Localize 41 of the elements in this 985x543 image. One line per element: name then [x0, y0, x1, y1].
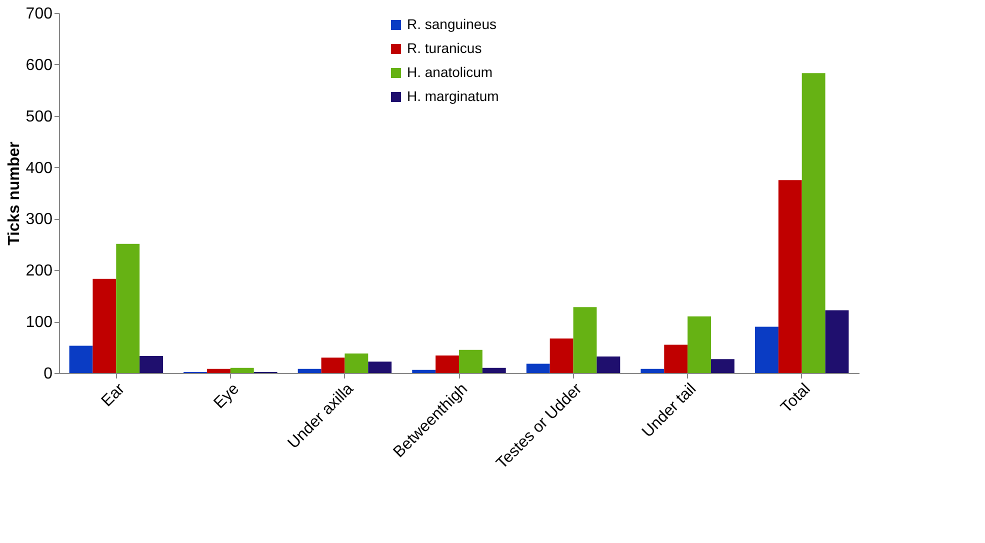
bar	[825, 310, 849, 373]
x-tick-label: Eye	[210, 380, 243, 412]
y-tick-label: 0	[44, 366, 53, 382]
bar	[755, 326, 778, 373]
bar	[412, 370, 436, 373]
bar	[92, 278, 116, 373]
y-tick-label: 600	[26, 56, 53, 74]
bar	[596, 356, 620, 373]
legend-label: R. sanguineus	[407, 16, 497, 32]
x-tick-label: Ear	[98, 380, 129, 410]
bar	[436, 356, 459, 373]
y-tick-label: 100	[26, 314, 53, 332]
y-tick-label: 400	[26, 160, 53, 177]
y-tick-label: 500	[26, 108, 53, 126]
bar	[230, 368, 254, 373]
bar	[482, 368, 506, 373]
bar	[116, 244, 140, 373]
bar	[344, 353, 368, 373]
y-tick-label: 300	[26, 211, 53, 228]
y-axis-title: Ticks number	[6, 142, 23, 246]
bar	[526, 364, 550, 373]
bar	[298, 368, 322, 373]
legend-label: R. turanicus	[407, 40, 482, 56]
bar	[550, 338, 574, 373]
bar	[321, 358, 345, 373]
bar	[140, 356, 163, 373]
legend-label: H. anatolicum	[407, 64, 493, 80]
y-tick-label: 200	[26, 262, 53, 280]
y-tick-label: 700	[26, 6, 53, 22]
bar	[802, 73, 826, 373]
bar	[368, 362, 392, 373]
bar	[688, 316, 711, 373]
bar	[711, 359, 734, 373]
bar	[207, 368, 230, 373]
bar	[640, 368, 664, 373]
bar	[459, 350, 482, 373]
bar	[664, 344, 688, 373]
bar	[69, 346, 93, 373]
legend-label: H. marginatum	[407, 88, 499, 104]
bar	[778, 180, 802, 373]
bar	[573, 307, 597, 373]
